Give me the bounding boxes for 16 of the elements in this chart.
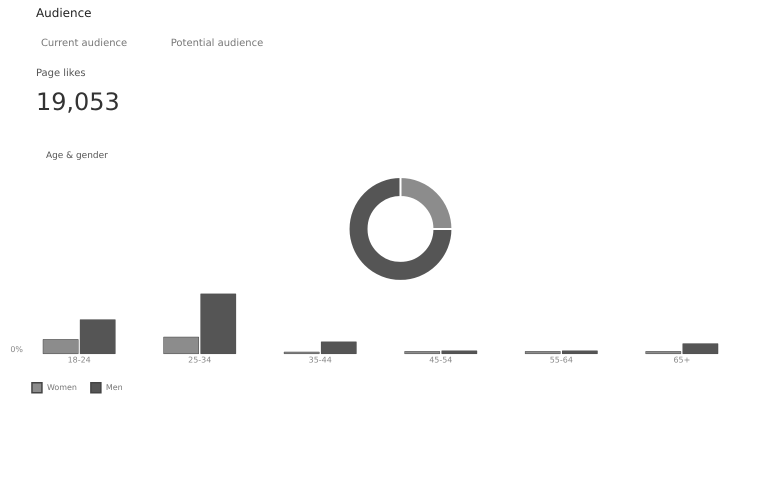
legend-label: Women	[46, 382, 77, 392]
text: Audience	[36, 6, 92, 20]
x-tick-label: 35-44	[308, 355, 332, 364]
text: Potential audience	[170, 38, 264, 50]
x-tick-label: 25-34	[188, 355, 212, 364]
x-tick-label: 55-64	[550, 355, 573, 364]
text: Current audience	[40, 38, 128, 50]
x-tick-label: 45-54	[429, 355, 452, 364]
annotation: 0%	[10, 344, 24, 354]
text: 19,053	[36, 88, 120, 116]
x-tick-label: 18-24	[68, 355, 91, 364]
x-tick-label: 65+	[673, 355, 690, 364]
text: Page likes	[36, 68, 86, 80]
donut-slice	[348, 176, 454, 282]
legend-label: Men	[106, 382, 123, 392]
text: Age & gender	[46, 151, 108, 162]
